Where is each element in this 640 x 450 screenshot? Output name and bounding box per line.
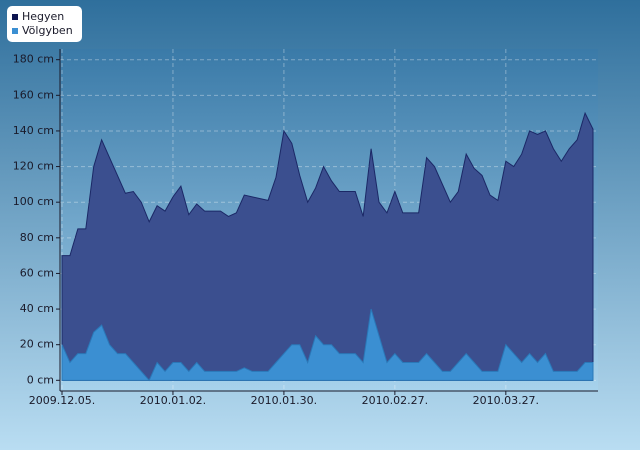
x-tick-label: 2010.03.27. — [473, 394, 539, 407]
y-tick-label: 60 cm — [20, 266, 54, 279]
x-tick-label: 2010.01.02. — [140, 394, 206, 407]
legend-label: Hegyen — [22, 10, 64, 23]
y-tick-label: 160 cm — [13, 88, 54, 101]
legend-box — [7, 6, 82, 42]
x-tick-label: 2009.12.05. — [29, 394, 95, 407]
legend-swatch — [12, 14, 18, 20]
area — [61, 111, 594, 381]
y-tick-label: 140 cm — [13, 124, 54, 137]
x-tick-label: 2010.02.27. — [362, 394, 428, 407]
y-tick-label: 180 cm — [13, 53, 54, 66]
y-tick-label: 20 cm — [20, 338, 54, 351]
y-tick-label: 120 cm — [13, 160, 54, 173]
y-tick-label: 80 cm — [20, 231, 54, 244]
legend-swatch — [12, 28, 18, 34]
y-tick-label: 100 cm — [13, 195, 54, 208]
area — [61, 308, 594, 382]
y-tick-label: 40 cm — [20, 302, 54, 315]
y-tick-label: 0 cm — [27, 373, 54, 386]
x-tick-label: 2010.01.30. — [251, 394, 317, 407]
legend-label: Völgyben — [22, 24, 73, 37]
